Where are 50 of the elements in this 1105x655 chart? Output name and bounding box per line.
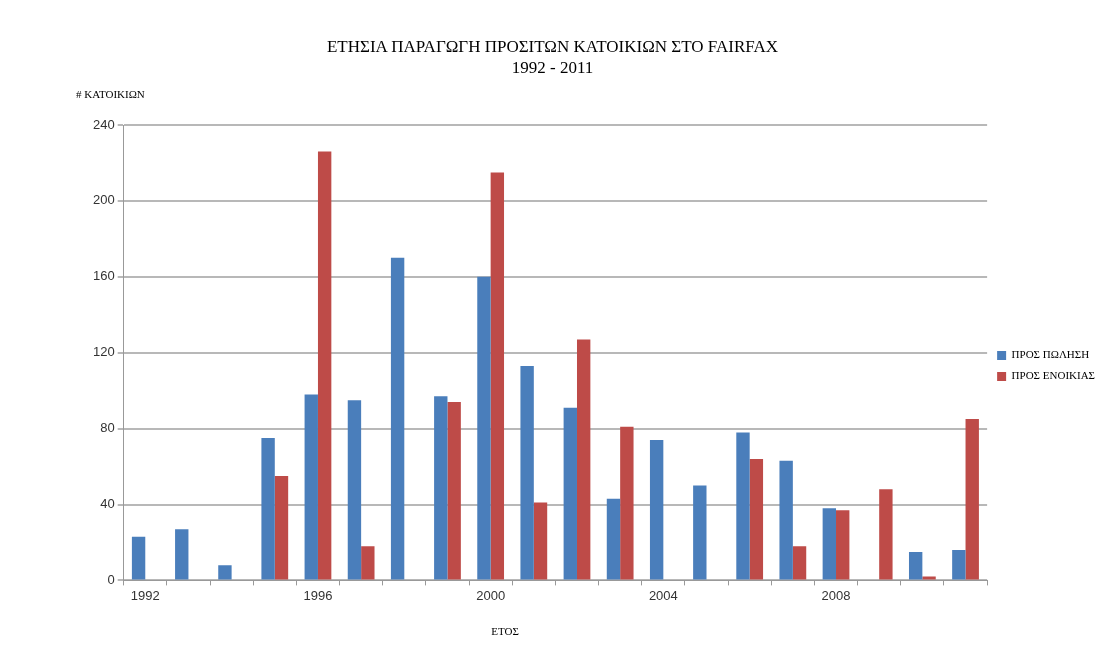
bar	[274, 476, 289, 580]
x-tick-label: 2008	[821, 587, 851, 603]
bar	[792, 546, 807, 580]
bar	[779, 460, 793, 580]
legend-label: ΠΡΟΣ ΕΝΟΙΚΙΑΣ	[1011, 369, 1096, 382]
y-tick-label: 80	[100, 420, 115, 436]
bar	[390, 257, 405, 580]
bar	[447, 402, 461, 580]
x-tick-label: 1996	[303, 587, 333, 603]
bar	[533, 502, 548, 580]
chart-title: ΕΤΗΣΙΑ ΠΑΡΑΓΩΓΗ ΠΡΟΣΙΤΩΝ ΚΑΤΟΙΚΙΩΝ ΣΤΟ FAIRFAX	[325, 36, 780, 57]
y-tick-label: 160	[92, 268, 115, 284]
y-tick-label: 40	[100, 496, 115, 512]
bar	[490, 172, 505, 580]
bar	[952, 550, 966, 580]
y-tick-label: 200	[92, 192, 115, 208]
bar	[693, 485, 707, 580]
bar	[317, 151, 332, 580]
bar	[576, 339, 591, 580]
bar	[131, 536, 146, 580]
x-tick-label: 2004	[648, 587, 678, 603]
bar	[965, 419, 979, 580]
bar	[347, 400, 362, 580]
bar	[620, 426, 634, 580]
y-axis-title: # ΚΑΤΟΙΚΙΩΝ	[76, 88, 145, 100]
bar	[520, 365, 534, 580]
bar	[477, 276, 491, 580]
bar	[563, 407, 577, 580]
bar	[175, 529, 189, 580]
chart-subtitle: 1992 - 2011	[510, 57, 595, 78]
bar	[749, 458, 764, 580]
legend-label: ΠΡΟΣ ΠΩΛΗΣΗ	[1011, 348, 1090, 361]
y-tick-label: 240	[92, 116, 115, 132]
bar	[606, 498, 621, 580]
bar	[261, 438, 275, 580]
bar	[836, 510, 850, 580]
bar	[822, 508, 837, 580]
y-tick-label: 0	[107, 571, 115, 587]
bar	[434, 396, 448, 580]
x-axis-title: ΕΤΟΣ	[490, 625, 520, 637]
bar	[879, 489, 893, 580]
y-tick-label: 120	[92, 344, 115, 360]
x-tick-label: 2000	[476, 587, 506, 603]
bar	[649, 439, 664, 580]
bar	[908, 551, 923, 580]
bar	[361, 546, 375, 580]
x-tick-label: 1992	[130, 587, 160, 603]
bar	[304, 394, 318, 580]
bar	[736, 432, 750, 580]
bar	[218, 565, 232, 580]
